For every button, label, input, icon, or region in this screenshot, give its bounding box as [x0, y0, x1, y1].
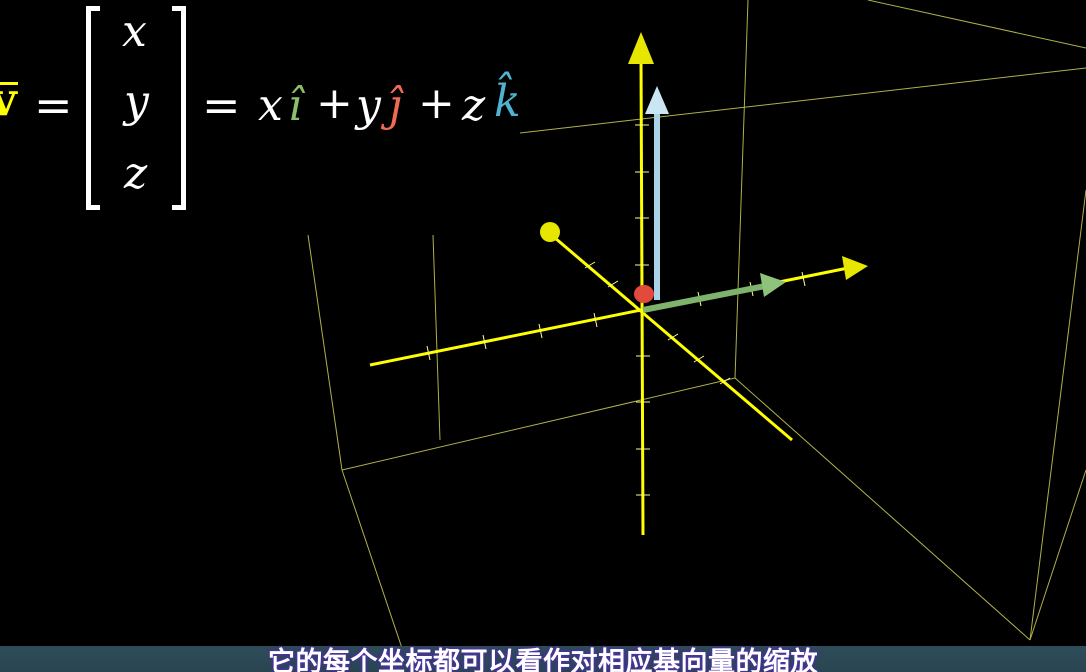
- i-hat-symbol: ı̂: [288, 80, 303, 131]
- matrix-entry-z: z: [124, 148, 148, 199]
- y-axis: [547, 230, 793, 442]
- basis-vectors: [634, 86, 786, 313]
- vector-arrow-accent: [0, 82, 18, 85]
- matrix-right-bracket: [172, 6, 186, 210]
- subtitle-background-band: [0, 646, 1086, 672]
- k-hat-arrowhead: [645, 86, 669, 114]
- k-hat-symbol: k̂: [494, 76, 521, 127]
- y-axis-end-cap: [540, 222, 560, 242]
- subtitle-caption: 它的每个坐标都可以看作对相应基向量的缩放: [268, 647, 818, 672]
- vector-v-symbol: v: [0, 72, 17, 126]
- x-axis-arrowhead: [842, 256, 868, 280]
- coef-x: x: [258, 80, 283, 131]
- axis-tips: [540, 32, 868, 280]
- plus-sign-1: +: [316, 78, 353, 129]
- i-hat-arrowhead: [760, 273, 786, 297]
- coef-y: y: [356, 80, 381, 131]
- vector-v: v: [0, 76, 17, 122]
- matrix-entry-x: x: [122, 6, 147, 57]
- matrix-entry-y: y: [124, 76, 149, 127]
- equals-sign-1: =: [34, 78, 73, 132]
- coef-z: z: [462, 80, 486, 131]
- matrix-left-bracket: [86, 6, 100, 210]
- i-hat-shaft: [642, 283, 766, 313]
- equals-sign-2: =: [202, 78, 241, 132]
- z-axis-arrowhead: [628, 32, 654, 64]
- j-hat-vector: [634, 285, 654, 303]
- bounding-box: [307, 0, 1086, 672]
- plus-sign-2: +: [418, 78, 455, 129]
- vector-equation: v = x y z = x ı̂ + y ȷ̂ + z k̂: [0, 0, 540, 220]
- j-hat-symbol: ȷ̂: [388, 80, 402, 131]
